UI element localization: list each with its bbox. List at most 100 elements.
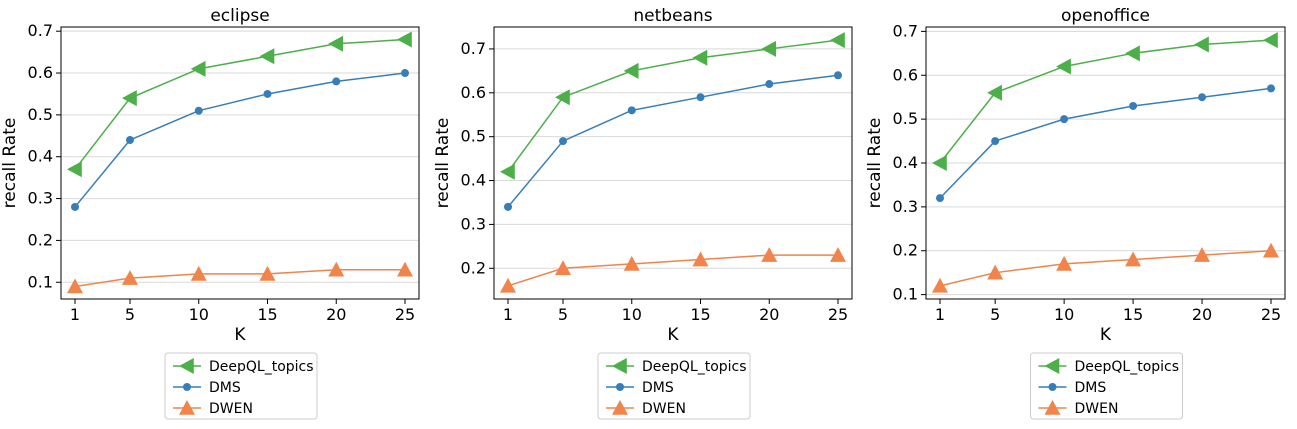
y-tick-label: 0.4 [461, 171, 486, 190]
data-point [190, 60, 206, 77]
x-tick-label: 10 [1054, 305, 1074, 324]
legend-label: DMS [209, 380, 241, 396]
data-point [126, 135, 134, 144]
data-point [1194, 36, 1209, 53]
data-point [122, 90, 137, 107]
data-point [500, 277, 516, 293]
data-point [190, 265, 207, 281]
series-DeepQL_topics [500, 32, 845, 180]
x-tick-label: 1 [70, 305, 80, 324]
legend-entry: DWEN [606, 400, 686, 417]
x-tick-label: 20 [1192, 305, 1212, 324]
y-tick-label: 0.4 [28, 147, 53, 166]
legend-entry: DWEN [173, 400, 253, 417]
series-line [507, 39, 839, 173]
data-point [1263, 32, 1278, 49]
data-point [67, 278, 83, 294]
y-tick-label: 0.7 [893, 21, 918, 40]
y-tick-label: 0.6 [28, 63, 53, 82]
series-DMS [504, 71, 842, 211]
x-tick-label: 20 [759, 305, 779, 324]
data-point [67, 161, 82, 178]
legend-marker [612, 358, 627, 374]
legend-entry: DeepQL_topics [1038, 358, 1180, 375]
series-DWEN [500, 247, 846, 293]
y-tick-label: 0.6 [461, 83, 486, 102]
series-line [939, 87, 1272, 199]
legend-label: DMS [1075, 380, 1107, 396]
x-tick-label: 25 [828, 305, 848, 324]
legend-entry: DMS [1038, 380, 1107, 396]
legend-marker [1044, 400, 1061, 415]
data-point [194, 106, 203, 115]
series-DWEN [67, 261, 413, 294]
y-tick-label: 0.7 [461, 39, 486, 58]
legend-marker [183, 383, 191, 391]
x-tick-label: 15 [257, 305, 277, 324]
data-point [991, 137, 1000, 146]
data-point [1060, 115, 1069, 124]
data-point [328, 35, 344, 52]
legend-label: DeepQL_topics [1075, 359, 1180, 375]
series-line [74, 72, 406, 208]
data-point [830, 247, 846, 262]
data-point [1194, 247, 1211, 262]
x-tick-label: 1 [503, 305, 513, 324]
x-tick-label: 25 [1261, 305, 1281, 324]
x-tick-label: 15 [1123, 305, 1143, 324]
series-line [74, 38, 406, 170]
data-point [259, 265, 276, 281]
legend-marker [612, 400, 628, 415]
series-DeepQL_topics [67, 31, 412, 178]
data-point [500, 163, 515, 180]
data-point [328, 261, 345, 277]
y-axis-label: recall Rate [0, 118, 20, 209]
data-point [692, 49, 708, 66]
data-point [765, 80, 774, 89]
series-line [507, 74, 839, 208]
y-tick-label: 0.2 [28, 230, 53, 249]
x-tick-label: 5 [990, 305, 1000, 324]
y-axis-label: recall Rate [433, 118, 453, 209]
legend-marker [179, 400, 195, 415]
y-tick-label: 0.5 [28, 105, 53, 124]
data-point [1056, 255, 1073, 271]
legend-marker [179, 358, 194, 374]
legend-marker [1044, 358, 1060, 374]
data-point [397, 31, 412, 48]
data-point [987, 84, 1002, 101]
data-point [834, 71, 842, 80]
data-point [1125, 45, 1140, 62]
data-point [122, 270, 138, 285]
y-tick-label: 0.5 [461, 127, 486, 146]
x-tick-label: 15 [690, 305, 710, 324]
legend-entry: DeepQL_topics [173, 358, 314, 375]
data-point [627, 106, 636, 115]
data-point [932, 155, 947, 171]
legend-label: DWEN [209, 401, 253, 417]
x-axis-label: K [234, 325, 246, 345]
y-tick-label: 0.1 [28, 272, 53, 291]
data-point [1056, 58, 1071, 75]
series-line [507, 254, 838, 287]
x-tick-label: 10 [622, 305, 642, 324]
legend-entry: DWEN [1038, 400, 1118, 417]
y-tick-label: 0.2 [893, 241, 918, 260]
data-point [1263, 242, 1279, 258]
data-point [761, 247, 778, 262]
x-tick-label: 5 [558, 305, 568, 324]
y-axis-label: recall Rate [865, 118, 885, 209]
legend-frame [1030, 352, 1183, 420]
data-point [696, 93, 705, 102]
legend-frame [164, 352, 318, 420]
y-tick-label: 0.6 [893, 65, 918, 84]
data-point [259, 48, 275, 65]
series-DMS [71, 69, 409, 211]
series-line [939, 39, 1272, 164]
data-point [932, 277, 948, 293]
data-point [692, 251, 709, 267]
x-tick-label: 20 [326, 305, 346, 324]
legend-marker [1048, 383, 1057, 391]
x-tick-label: 10 [189, 305, 209, 324]
